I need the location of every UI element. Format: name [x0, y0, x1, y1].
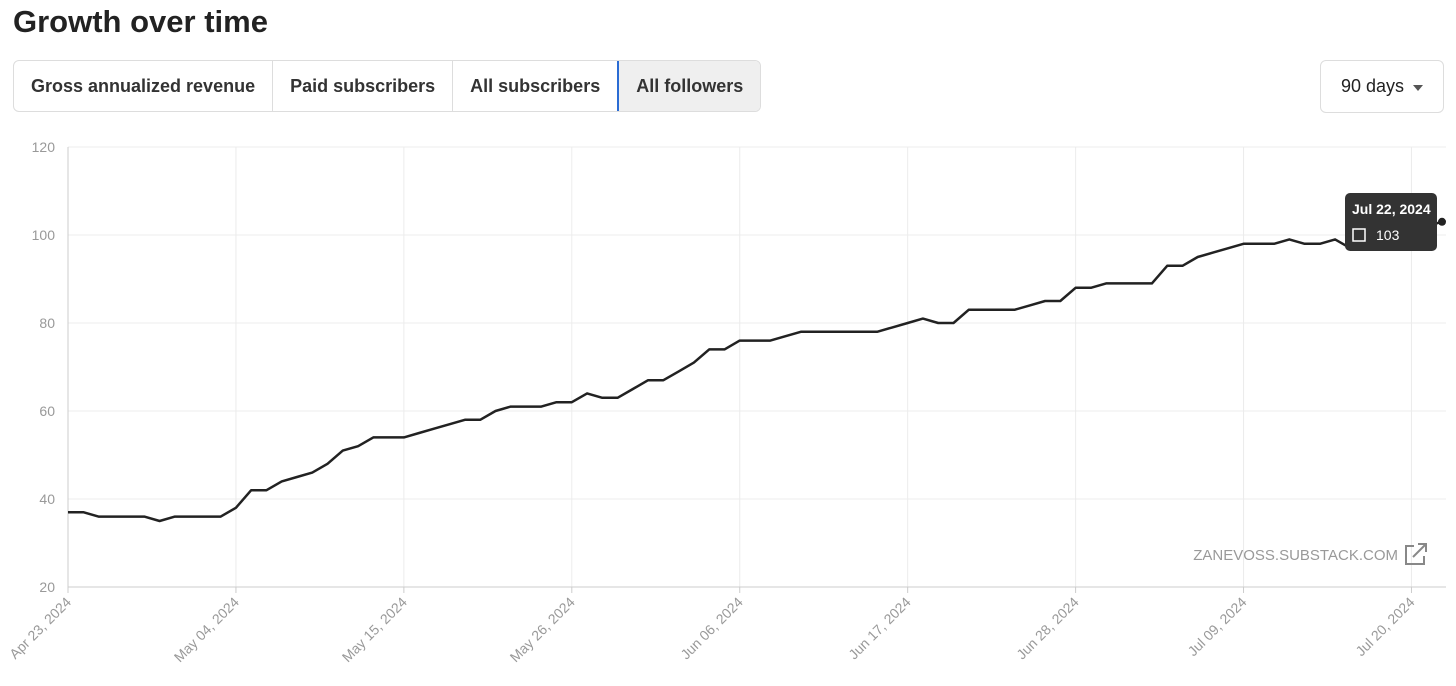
x-tick-label: May 26, 2024: [507, 594, 578, 665]
x-tick-label: Jun 28, 2024: [1013, 594, 1082, 663]
y-tick-label: 80: [39, 315, 55, 331]
tooltip-value: 103: [1376, 227, 1400, 243]
range-label: 90 days: [1341, 76, 1405, 96]
tooltip: Jul 22, 2024 103: [1345, 193, 1437, 251]
series-line: [68, 220, 1443, 523]
x-tick-label: Jul 20, 2024: [1352, 594, 1417, 659]
hover-point: [1438, 217, 1446, 226]
tab-active[interactable]: All followers: [617, 61, 761, 111]
range-select[interactable]: 90 days: [1320, 60, 1444, 113]
grid: [67, 146, 1446, 588]
y-tick-label: 40: [39, 491, 55, 507]
tooltip-date: Jul 22, 2024: [1352, 201, 1431, 217]
y-tick-label: 60: [39, 403, 55, 419]
x-tick-label: Jun 06, 2024: [677, 594, 746, 663]
marks: [68, 217, 1446, 523]
external-link-icon[interactable]: [1405, 543, 1427, 565]
y-tick-label: 20: [39, 579, 55, 595]
y-tick-label: 100: [32, 227, 56, 243]
x-tick-label: May 15, 2024: [339, 594, 410, 665]
x-tick-label: May 04, 2024: [171, 594, 242, 665]
caret: [1413, 85, 1423, 91]
tooltip-box: [1345, 193, 1437, 251]
watermark: ZANEVOSS.SUBSTACK.COM: [1193, 547, 1398, 564]
page-title: Growth over time: [13, 4, 268, 39]
tab[interactable]: Gross annualized revenue: [31, 76, 256, 96]
tooltip-swatch: [1352, 228, 1366, 242]
tab-bar: Gross annualized revenue Paid subscriber…: [13, 60, 762, 112]
x-tick-label: Jun 17, 2024: [845, 594, 914, 663]
x-tick-label: Apr 23, 2024: [6, 594, 74, 662]
x-tick-label: Jul 09, 2024: [1184, 594, 1249, 659]
y-tick-label: 120: [32, 139, 56, 155]
tab[interactable]: All subscribers: [452, 61, 617, 111]
tab[interactable]: Paid subscribers: [272, 61, 452, 111]
